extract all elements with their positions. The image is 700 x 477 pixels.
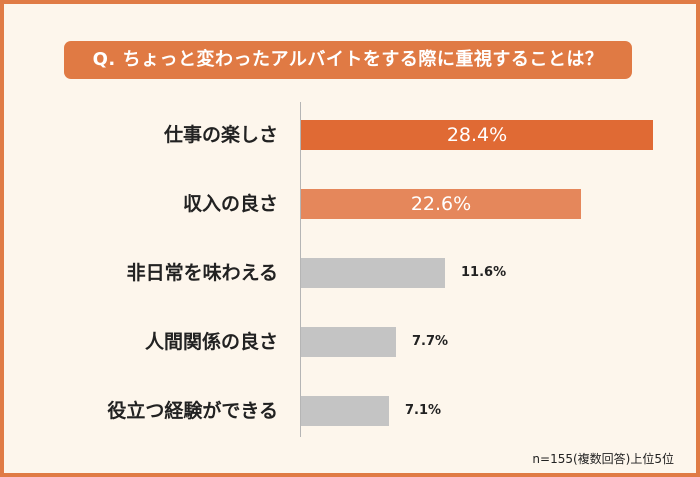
category-label: 収入の良さ [182,193,278,215]
category-axis-line [300,102,301,437]
chart-title: Q. ちょっと変わったアルバイトをする際に重視することは？ [64,41,632,79]
category-label: 人間関係の良さ [144,331,278,353]
category-label: 役立つ経験ができる [107,400,278,422]
value-label: 28.4% [446,124,508,146]
bar [301,327,396,357]
value-label: 7.7% [412,334,449,349]
value-label: 7.1% [405,403,442,418]
value-label: 11.6% [461,265,507,280]
bar [301,258,445,288]
sample-note: n=155(複数回答)上位5位 [532,452,674,466]
bar [301,396,389,426]
category-label: 非日常を味わえる [126,262,278,284]
bar: 28.4% [301,120,653,150]
value-label: 22.6% [410,193,472,215]
category-label: 仕事の楽しさ [163,124,278,146]
bar: 22.6% [301,189,581,219]
